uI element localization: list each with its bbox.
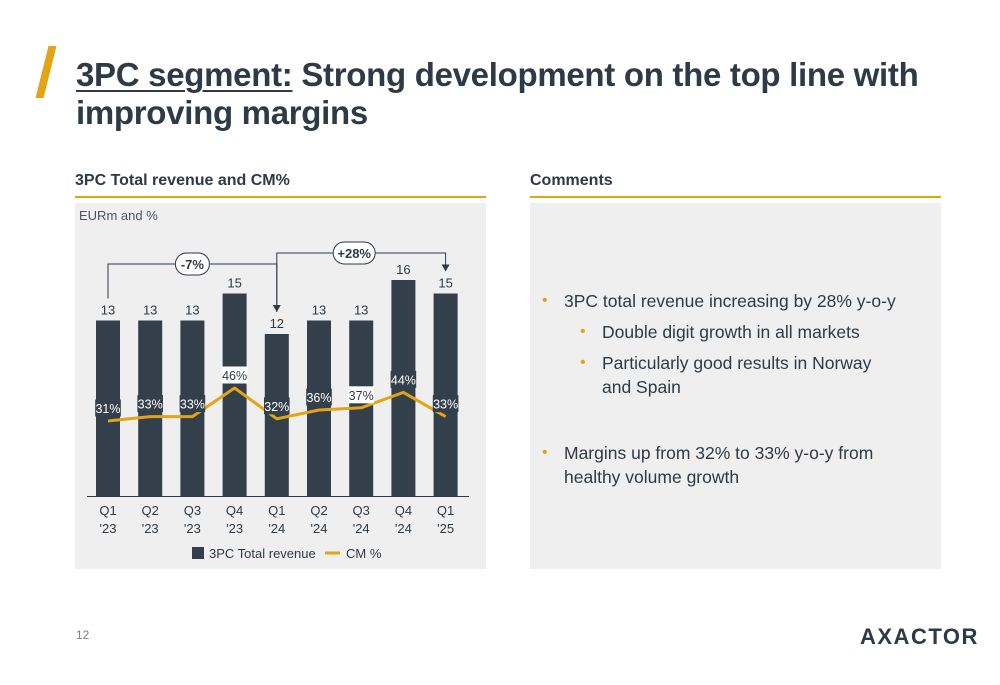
cm-label-box — [221, 366, 248, 384]
cm-value-label: 33% — [180, 398, 205, 412]
growth-badge — [332, 241, 376, 265]
chart-panel: EURm and % 13 13 13 15 12 13 13 16 15 31% 33% 33% 46… — [75, 203, 486, 569]
cm-value-label: 33% — [138, 398, 163, 412]
chart-panel-heading: 3PC Total revenue and CM% — [75, 172, 486, 198]
comment-bullet-text: Double digit growth in all markets — [602, 322, 860, 342]
x-tick-label: Q1 — [268, 503, 285, 518]
cm-value-label: 44% — [391, 373, 416, 387]
legend-bar-label: 3PC Total revenue — [209, 546, 316, 561]
x-tick-label: '25 — [437, 521, 454, 536]
chart-units-label: EURm and % — [79, 208, 158, 223]
x-tick-label: Q3 — [353, 503, 370, 518]
x-tick-label: Q4 — [226, 503, 243, 518]
cm-value-label: 36% — [306, 391, 331, 405]
comments-panel-heading: Comments — [530, 172, 941, 198]
legend-line-label: CM % — [346, 546, 382, 561]
legend-bar-swatch — [192, 547, 204, 559]
cm-label-box — [306, 388, 332, 406]
cm-label-box — [95, 399, 121, 417]
bullet-dot-icon: • — [580, 323, 586, 340]
bar-value-label: 13 — [143, 303, 157, 318]
revenue-cm-chart: 13 13 13 15 12 13 13 16 15 31% 33% 33% 46% 32% 36% 37% 4… — [87, 241, 469, 561]
x-tick-label: '23 — [142, 521, 159, 536]
x-tick-label: '24 — [395, 521, 412, 536]
comment-bullet-text: 3PC total revenue increasing by 28% y-o-… — [564, 291, 896, 311]
comment-bullet-text: Particularly good results in Norway and … — [602, 353, 872, 397]
x-tick-label: Q1 — [99, 503, 116, 518]
cm-value-label: 32% — [264, 400, 289, 414]
page-title: 3PC segment: Strong development on the t… — [76, 56, 956, 132]
bar-value-label: 13 — [312, 303, 326, 318]
bar-value-label: 12 — [270, 316, 284, 331]
x-tick-label: Q2 — [310, 503, 327, 518]
cm-label-box — [348, 386, 374, 404]
comment-bullet: • Double digit growth in all markets — [580, 320, 902, 344]
cm-value-label: 37% — [349, 389, 374, 403]
cm-value-label: 31% — [95, 402, 120, 416]
bracket-arrow-icon — [441, 264, 450, 272]
page-number: 12 — [76, 628, 90, 642]
x-tick-label: '23 — [100, 521, 117, 536]
cm-line — [107, 386, 447, 423]
cm-label-box — [264, 397, 290, 415]
bar-value-label: 13 — [101, 303, 115, 318]
comment-bullet: • Margins up from 32% to 33% y-o-y from h… — [542, 441, 924, 489]
bullet-dot-icon: • — [542, 292, 548, 309]
cm-label-box — [137, 395, 163, 413]
title-underlined: 3PC segment: — [76, 56, 293, 93]
comments-panel: • 3PC total revenue increasing by 28% y-o… — [530, 203, 941, 569]
x-tick-label: '23 — [226, 521, 243, 536]
bar-value-label: 15 — [227, 276, 241, 291]
comment-bullet: • Particularly good results in Norway and… — [580, 351, 902, 399]
cm-value-label: 46% — [222, 369, 247, 383]
cm-label-box — [179, 395, 206, 413]
bar-value-label: 13 — [185, 303, 199, 318]
x-tick-label: Q2 — [142, 503, 159, 518]
title-accent-slash — [35, 46, 57, 98]
comment-bullet: • 3PC total revenue increasing by 28% y-o… — [542, 289, 909, 313]
cm-value-label: 33% — [433, 398, 458, 412]
revenue-bar — [433, 293, 458, 496]
cm-label-box — [432, 395, 459, 413]
x-tick-label: '24 — [268, 521, 285, 536]
growth-badge-label: +28% — [337, 246, 371, 261]
axactor-logo: AXACTOR — [860, 624, 979, 649]
bullet-dot-icon: • — [542, 444, 548, 461]
comment-bullet-text: Margins up from 32% to 33% y-o-y from he… — [564, 443, 874, 487]
bar-value-label: 15 — [438, 276, 452, 291]
x-tick-label: Q3 — [184, 503, 201, 518]
growth-badge — [174, 252, 210, 276]
bullet-dot-icon: • — [580, 354, 586, 371]
x-tick-label: '24 — [311, 521, 328, 536]
revenue-bar — [264, 334, 289, 496]
x-tick-label: Q1 — [437, 503, 454, 518]
x-tick-label: '24 — [353, 521, 370, 536]
bar-value-label: 13 — [354, 303, 368, 318]
cm-label-box — [390, 370, 417, 388]
x-tick-label: Q4 — [395, 503, 412, 518]
x-tick-label: '23 — [184, 521, 201, 536]
comments-list: • 3PC total revenue increasing by 28% y-o… — [530, 203, 941, 569]
revenue-bar — [391, 280, 416, 496]
growth-badge-label: -7% — [181, 257, 205, 272]
bar-value-label: 16 — [396, 262, 410, 277]
title-rest: Strong development on the top line with … — [76, 56, 919, 131]
